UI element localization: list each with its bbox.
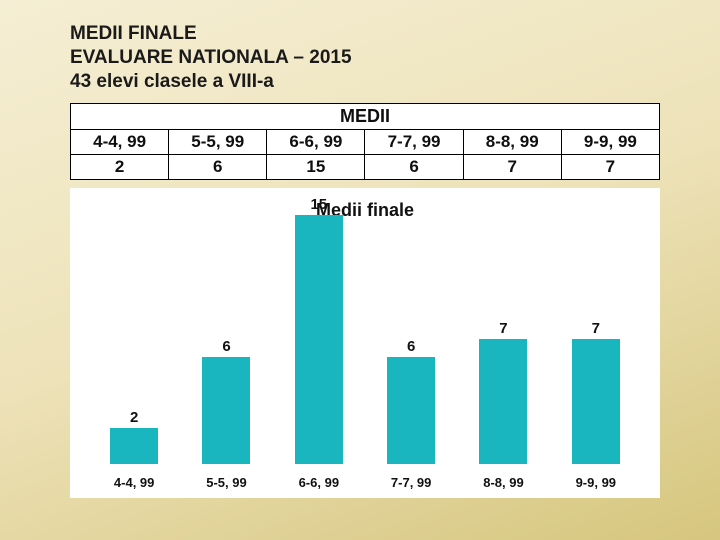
count-cell: 6 — [365, 155, 463, 180]
bar-chart: Medii finale 2615677 4-4, 995-5, 996-6, … — [70, 188, 660, 498]
range-cell: 6-6, 99 — [267, 130, 365, 155]
bar-value-label: 2 — [130, 409, 138, 426]
range-cell: 9-9, 99 — [561, 130, 659, 155]
x-axis-label: 7-7, 99 — [365, 475, 457, 490]
bar — [572, 339, 620, 464]
bar — [202, 357, 250, 464]
x-axis-label: 6-6, 99 — [273, 475, 365, 490]
bar-value-label: 6 — [222, 338, 230, 355]
x-axis-label: 8-8, 99 — [457, 475, 549, 490]
range-cell: 4-4, 99 — [71, 130, 169, 155]
bar-column: 6 — [365, 196, 457, 464]
bar — [479, 339, 527, 464]
range-cell: 7-7, 99 — [365, 130, 463, 155]
bars-container: 2 6 15 6 7 7 — [88, 196, 642, 464]
medii-table: MEDII 4-4, 99 5-5, 99 6-6, 99 7-7, 99 8-… — [70, 103, 660, 180]
x-axis-labels: 4-4, 995-5, 996-6, 997-7, 998-8, 999-9, … — [88, 475, 642, 490]
count-cell: 7 — [561, 155, 659, 180]
range-cell: 5-5, 99 — [169, 130, 267, 155]
table-ranges-row: 4-4, 99 5-5, 99 6-6, 99 7-7, 99 8-8, 99 … — [71, 130, 660, 155]
bar-value-label: 7 — [592, 320, 600, 337]
bar-column: 15 — [273, 196, 365, 464]
bar-value-label: 7 — [499, 320, 507, 337]
bar — [110, 428, 158, 464]
x-axis-label: 9-9, 99 — [550, 475, 642, 490]
bar-value-label: 15 — [310, 196, 327, 213]
bar-column: 7 — [457, 196, 549, 464]
bar-column: 2 — [88, 196, 180, 464]
x-axis-label: 5-5, 99 — [180, 475, 272, 490]
count-cell: 7 — [463, 155, 561, 180]
bar — [295, 215, 343, 464]
table-counts-row: 2 6 15 6 7 7 — [71, 155, 660, 180]
table-header: MEDII — [71, 104, 660, 130]
slide-content: MEDII FINALE EVALUARE NATIONALA – 2015 4… — [70, 22, 660, 498]
count-cell: 6 — [169, 155, 267, 180]
bar — [387, 357, 435, 464]
count-cell: 15 — [267, 155, 365, 180]
bar-value-label: 6 — [407, 338, 415, 355]
bar-column: 7 — [550, 196, 642, 464]
count-cell: 2 — [71, 155, 169, 180]
range-cell: 8-8, 99 — [463, 130, 561, 155]
table-header-row: MEDII — [71, 104, 660, 130]
x-axis-label: 4-4, 99 — [88, 475, 180, 490]
bar-column: 6 — [180, 196, 272, 464]
slide-title: MEDII FINALE EVALUARE NATIONALA – 2015 4… — [70, 22, 660, 93]
